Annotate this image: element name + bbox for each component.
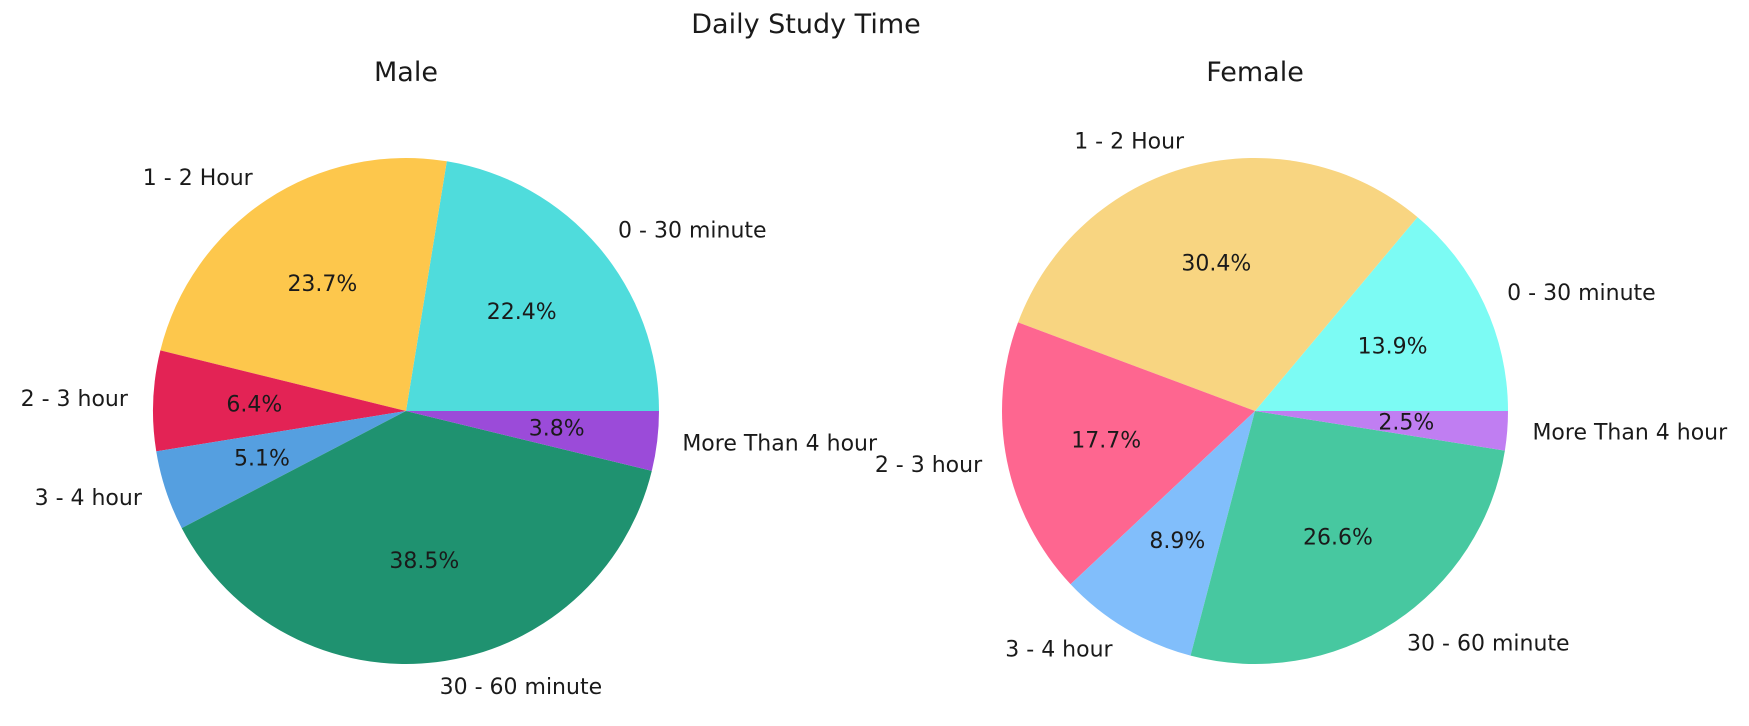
male-pie-slices	[153, 158, 659, 665]
male-pct-label-1-2-hour: 23.7%	[287, 272, 357, 297]
male-category-label-0-30-minute: 0 - 30 minute	[618, 218, 767, 243]
male-pct-label-0-30-minute: 22.4%	[487, 300, 557, 325]
female-slice-0-30-minute	[1255, 217, 1508, 411]
male-slice-1-2-hour	[160, 158, 447, 411]
female-pct-label-3-4-hour: 8.9%	[1149, 529, 1205, 554]
figure-title: Daily Study Time	[691, 9, 921, 40]
female-pie-title: Female	[1206, 57, 1304, 88]
female-category-label-30-60-minute: 30 - 60 minute	[1407, 632, 1570, 657]
male-pct-label-more-than-4-hour: 3.8%	[529, 417, 585, 442]
male-category-label-2-3-hour: 2 - 3 hour	[21, 387, 129, 412]
female-slice-more-than-4-hour	[1255, 411, 1508, 451]
female-pct-label-30-60-minute: 26.6%	[1303, 526, 1373, 551]
male-slice-30-60-minute	[181, 411, 652, 665]
male-pct-label-2-3-hour: 6.4%	[226, 392, 282, 417]
female-slice-1-2-hour	[1018, 158, 1418, 411]
male-category-label-1-2-hour: 1 - 2 Hour	[143, 166, 254, 191]
female-pie-chart: Female 13.9% 0 - 30 minute 30.4% 1 - 2 Hour…	[875, 57, 1728, 664]
female-pct-label-2-3-hour: 17.7%	[1071, 428, 1141, 453]
female-slice-3-4-hour	[1070, 411, 1255, 656]
female-pct-label-0-30-minute: 13.9%	[1358, 334, 1428, 359]
male-pct-label-3-4-hour: 5.1%	[234, 446, 290, 471]
male-slice-3-4-hour	[156, 411, 406, 529]
female-category-label-0-30-minute: 0 - 30 minute	[1507, 281, 1656, 306]
male-slice-more-than-4-hour	[406, 411, 659, 471]
male-slice-0-30-minute	[406, 161, 659, 411]
female-slice-2-3-hour	[1002, 322, 1255, 585]
male-pie-labels: 22.4% 0 - 30 minute 23.7% 1 - 2 Hour 6.4% 2 -…	[21, 166, 878, 700]
female-slice-30-60-minute	[1190, 411, 1505, 664]
male-pct-label-30-60-minute: 38.5%	[389, 549, 459, 574]
male-category-label-more-than-4-hour: More Than 4 hour	[682, 432, 878, 457]
female-category-label-2-3-hour: 2 - 3 hour	[875, 453, 983, 478]
female-category-label-3-4-hour: 3 - 4 hour	[1005, 638, 1113, 663]
female-pct-label-1-2-hour: 30.4%	[1181, 252, 1251, 277]
female-category-label-more-than-4-hour: More Than 4 hour	[1532, 420, 1728, 445]
male-pie-chart: Male 22.4% 0 - 30 minute 23.7% 1 - 2 Hour 6.…	[21, 57, 878, 700]
female-category-label-1-2-hour: 1 - 2 Hour	[1074, 129, 1185, 154]
male-category-label-30-60-minute: 30 - 60 minute	[440, 675, 603, 700]
male-slice-2-3-hour	[153, 350, 406, 452]
female-pct-label-more-than-4-hour: 2.5%	[1378, 410, 1434, 435]
female-pie-labels: 13.9% 0 - 30 minute 30.4% 1 - 2 Hour 17.7% 2 …	[875, 129, 1728, 662]
male-category-label-3-4-hour: 3 - 4 hour	[35, 486, 143, 511]
male-pie-title: Male	[374, 57, 438, 88]
female-pie-slices	[1002, 158, 1508, 664]
